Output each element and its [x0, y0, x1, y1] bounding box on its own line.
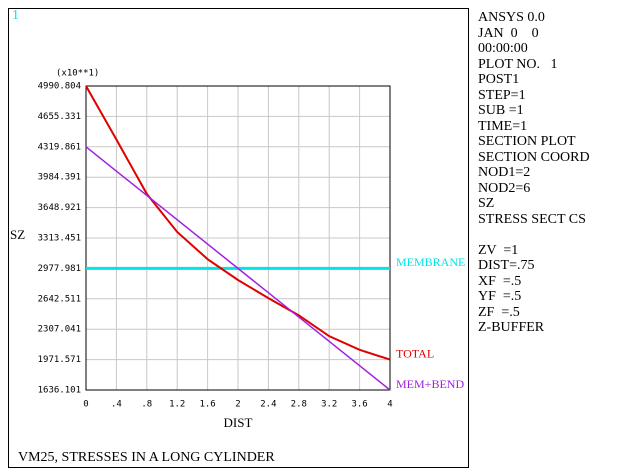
info-line: Z-BUFFER — [478, 320, 545, 335]
y-tick-label: 3313.451 — [38, 234, 81, 244]
x-tick-label: 1.2 — [169, 400, 185, 410]
info-line: YF =.5 — [478, 289, 522, 304]
plot-window — [8, 8, 469, 468]
info-line: SECTION PLOT — [478, 134, 576, 149]
info-line: NOD1=2 — [478, 165, 531, 180]
y-tick-label: 4990.804 — [38, 82, 81, 92]
y-tick-label: 1636.101 — [38, 386, 81, 396]
x-tick-label: 2.4 — [260, 400, 276, 410]
info-line: ANSYS 0.0 — [478, 10, 545, 25]
y-tick-label: 3648.921 — [38, 203, 81, 213]
axis-multiplier: (x10**1) — [56, 69, 99, 79]
x-axis-label: DIST — [224, 415, 253, 430]
info-line: 00:00:00 — [478, 41, 528, 56]
info-line: SUB =1 — [478, 103, 524, 118]
info-line: POST1 — [478, 72, 520, 87]
x-tick-label: 2 — [235, 400, 240, 410]
x-tick-label: 3.2 — [321, 400, 337, 410]
info-line: JAN 0 0 — [478, 25, 539, 41]
legend-label: TOTAL — [396, 346, 434, 360]
series-line — [85, 146, 391, 391]
x-tick-label: 4 — [387, 400, 392, 410]
y-tick-label: 4655.331 — [38, 112, 81, 122]
legend-label: MEM+BEND — [396, 377, 464, 391]
info-line: DIST=.75 — [478, 258, 535, 273]
x-tick-label: 0 — [83, 400, 88, 410]
chart: 1 VM25, STRESSES IN A LONG CYLINDER (x10… — [10, 8, 465, 465]
x-tick-label: .8 — [141, 400, 152, 410]
x-tick-label: 3.6 — [351, 400, 367, 410]
x-tick-label: .4 — [111, 400, 122, 410]
info-line: ZV =1 — [478, 242, 519, 258]
legend-label: MEMBRANE — [396, 255, 465, 269]
info-line: PLOT NO. 1 — [478, 56, 558, 72]
info-line: NOD2=6 — [478, 180, 531, 196]
info-line: STRESS SECT CS — [478, 211, 586, 227]
window-number: 1 — [12, 8, 19, 23]
y-tick-label: 1971.571 — [38, 355, 81, 365]
info-line: SECTION COORD — [478, 149, 590, 165]
info-line: SZ — [478, 196, 495, 211]
x-tick-label: 2.8 — [291, 400, 307, 410]
y-tick-label: 2642.511 — [38, 294, 81, 304]
info-line: XF =.5 — [478, 273, 522, 289]
info-line: STEP=1 — [478, 87, 526, 103]
y-tick-label: 4319.861 — [38, 142, 81, 152]
info-line: TIME=1 — [478, 118, 528, 134]
y-tick-label: 3984.391 — [38, 173, 81, 183]
info-line — [478, 227, 590, 243]
x-tick-label: 1.6 — [199, 400, 215, 410]
y-tick-label: 2307.041 — [38, 325, 81, 335]
y-axis-label: SZ — [10, 227, 25, 242]
info-panel: ANSYS 0.0 JAN 0 0 00:00:00 PLOT NO. 1 POST1 S… — [478, 10, 590, 336]
footer-title: VM25, STRESSES IN A LONG CYLINDER — [18, 450, 275, 465]
info-line: ZF =.5 — [478, 304, 520, 320]
series-line — [85, 85, 391, 361]
plot-frame — [85, 85, 391, 391]
y-tick-label: 2977.981 — [38, 264, 81, 274]
